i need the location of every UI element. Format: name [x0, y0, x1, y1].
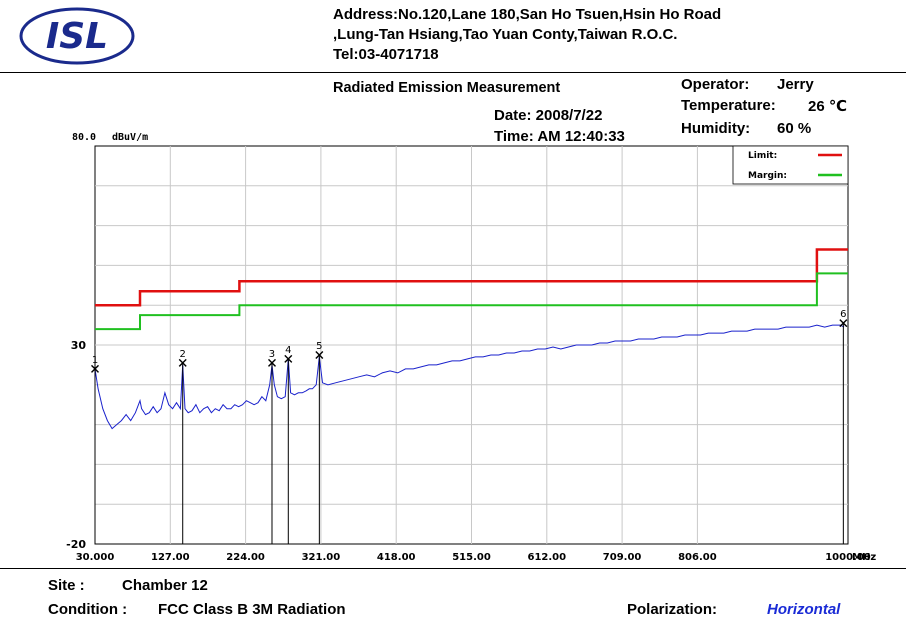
peak-marker-label: 3: [269, 349, 275, 360]
peak-marker-label: 4: [285, 345, 291, 356]
limit-line: [95, 248, 848, 307]
legend-limit-label: Limit:: [748, 151, 777, 161]
humidity-label: Humidity:: [681, 120, 751, 137]
operator-label: Operator:: [681, 76, 750, 93]
legend-margin-label: Margin:: [748, 171, 787, 181]
y-tick-label: 30: [71, 339, 87, 352]
header-divider: [0, 72, 906, 73]
measurement-time: Time: AM 12:40:33: [494, 128, 625, 145]
legend: Limit: Margin:: [732, 145, 849, 185]
x-axis-unit: MHz: [852, 552, 876, 563]
peak-marker-label: 5: [316, 341, 322, 352]
humidity-value: 60 %: [777, 120, 812, 137]
polarization-label: Polarization:: [627, 601, 718, 618]
x-tick-label: 515.00: [452, 552, 491, 563]
y-axis-unit: dBuV/m: [112, 132, 149, 143]
temperature-value: 26 ℃: [808, 98, 848, 115]
peak-marker-1: 1: [91, 355, 99, 544]
y-axis-top-label: 80.0: [72, 132, 97, 143]
x-tick-label: 30.000: [76, 552, 115, 563]
temperature-label: Temperature:: [681, 97, 776, 114]
x-tick-label: 612.00: [528, 552, 567, 563]
x-tick-label: 806.00: [678, 552, 717, 563]
footer-divider: [0, 568, 906, 569]
site-value: Chamber 12: [122, 577, 208, 594]
peak-marker-label: 1: [92, 355, 98, 366]
margin-line: [95, 272, 848, 331]
operator-value: Jerry: [777, 76, 814, 93]
x-tick-label: 127.00: [151, 552, 190, 563]
peak-marker-6: 6: [839, 309, 848, 544]
x-tick-label: 418.00: [377, 552, 416, 563]
emission-trace: [94, 324, 845, 430]
chart-title: Radiated Emission Measurement: [333, 80, 561, 96]
address-line-1: Address:No.120,Lane 180,San Ho Tsuen,Hsi…: [333, 6, 722, 23]
y-tick-label: -20: [66, 538, 86, 551]
peak-markers: 1 2 3 4 5 6: [91, 309, 848, 544]
address-line-2: ,Lung-Tan Hsiang,Tao Yuan Conty,Taiwan R…: [333, 26, 678, 43]
site-label: Site :: [48, 577, 85, 594]
peak-marker-4: 4: [284, 345, 293, 544]
condition-label: Condition :: [48, 601, 128, 618]
x-tick-label: 1000.00: [825, 552, 871, 563]
telephone: Tel:03-4071718: [333, 46, 439, 63]
y-tick-labels: 30 -20: [66, 339, 86, 551]
logo-text: ISL: [46, 16, 108, 57]
peak-marker-label: 6: [840, 309, 846, 320]
polarization-value: Horizontal: [767, 601, 841, 618]
peak-marker-3: 3: [267, 349, 276, 544]
peak-marker-2: 2: [178, 349, 187, 544]
condition-value: FCC Class B 3M Radiation: [158, 601, 346, 618]
x-tick-label: 709.00: [603, 552, 642, 563]
isl-logo: ISL: [19, 7, 135, 65]
peak-marker-5: 5: [315, 341, 324, 544]
peak-marker-label: 2: [180, 349, 186, 360]
x-tick-labels: 30.000 127.00 224.00 321.00 418.00 515.00 612.…: [76, 552, 871, 563]
measurement-date: Date: 2008/7/22: [494, 107, 603, 124]
x-tick-label: 321.00: [302, 552, 341, 563]
x-tick-label: 224.00: [226, 552, 265, 563]
chart-grid: [95, 146, 848, 544]
